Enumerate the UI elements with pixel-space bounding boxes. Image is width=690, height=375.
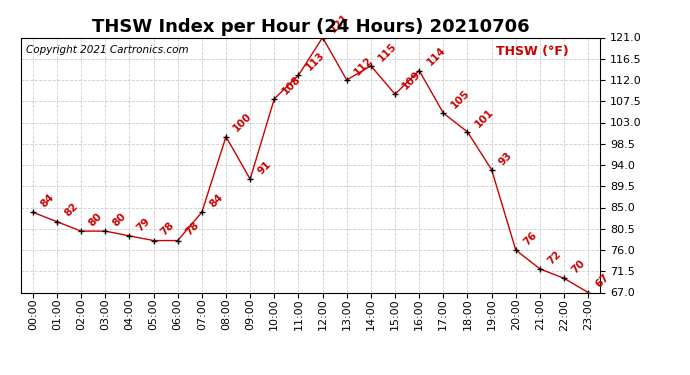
Text: Copyright 2021 Cartronics.com: Copyright 2021 Cartronics.com (26, 45, 189, 55)
Text: 84: 84 (39, 192, 56, 210)
Text: 79: 79 (135, 216, 152, 233)
Text: 93: 93 (497, 150, 515, 167)
Text: 80: 80 (87, 211, 104, 228)
Text: 70: 70 (570, 258, 587, 276)
Text: 67: 67 (594, 272, 611, 290)
Text: 114: 114 (425, 45, 447, 68)
Title: THSW Index per Hour (24 Hours) 20210706: THSW Index per Hour (24 Hours) 20210706 (92, 18, 529, 36)
Text: 109: 109 (401, 69, 423, 92)
Text: 80: 80 (111, 211, 128, 228)
Text: 105: 105 (449, 88, 471, 110)
Text: 101: 101 (473, 107, 495, 129)
Text: 91: 91 (256, 159, 273, 176)
Text: 84: 84 (208, 192, 225, 210)
Text: 72: 72 (546, 249, 563, 266)
Text: 78: 78 (159, 220, 177, 238)
Text: 113: 113 (304, 50, 326, 72)
Text: 76: 76 (522, 230, 539, 247)
Text: 121: 121 (328, 12, 351, 35)
Text: THSW (°F): THSW (°F) (496, 45, 569, 58)
Text: 108: 108 (280, 74, 302, 96)
Text: 115: 115 (377, 40, 399, 63)
Text: 82: 82 (63, 202, 80, 219)
Text: 78: 78 (184, 220, 201, 238)
Text: 100: 100 (232, 111, 254, 134)
Text: 112: 112 (353, 55, 375, 77)
